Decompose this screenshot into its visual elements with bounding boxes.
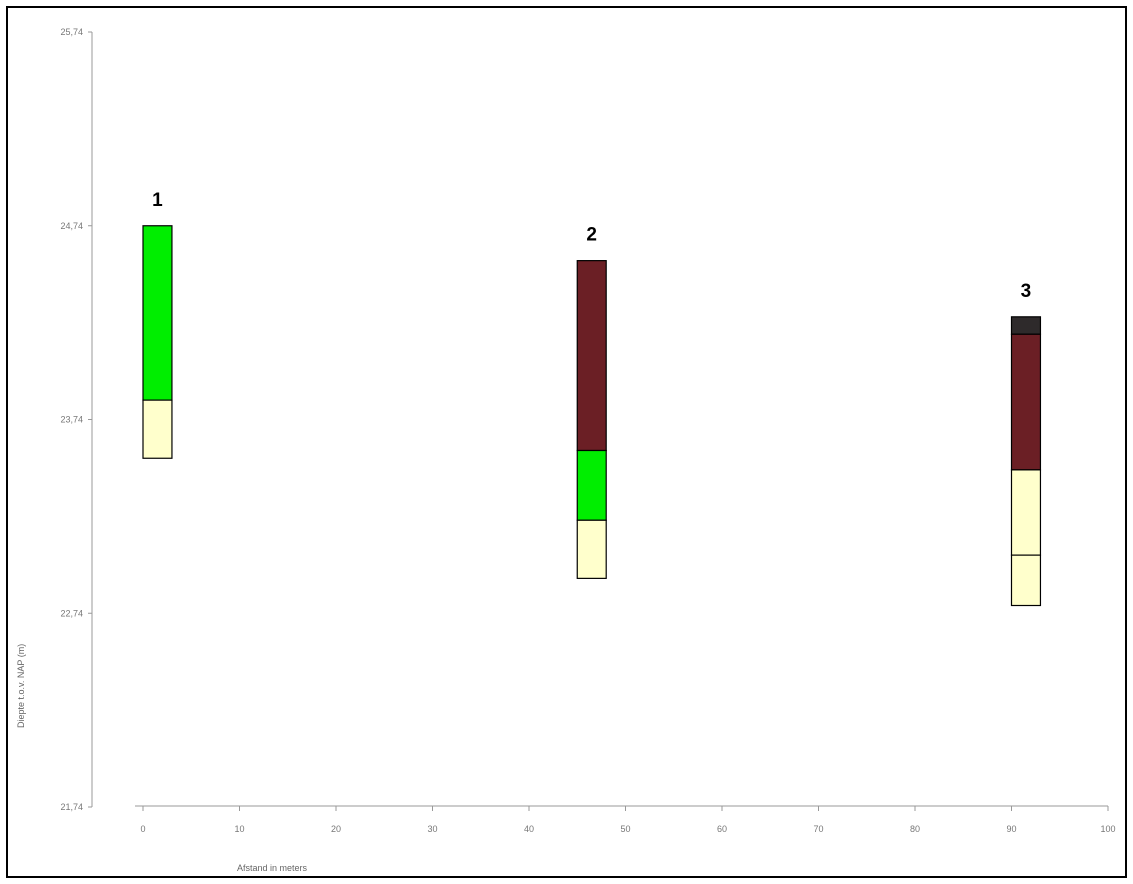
chart-frame bbox=[6, 6, 1127, 878]
x-axis-title: Afstand in meters bbox=[237, 863, 308, 873]
x-tick-label: 20 bbox=[331, 824, 341, 834]
borehole-label: 1 bbox=[152, 190, 163, 211]
borehole-3-layer-3 bbox=[1010, 469, 1042, 556]
y-tick-label: 23,74 bbox=[60, 415, 83, 425]
x-axis: 0 10 20 30 40 50 60 70 80 90 100 bbox=[135, 805, 1116, 834]
borehole-2-layer-3 bbox=[576, 519, 607, 579]
borehole-label: 2 bbox=[586, 225, 597, 246]
borehole-3-layer-4 bbox=[1010, 554, 1042, 607]
x-tick-label: 70 bbox=[813, 824, 823, 834]
x-tick-label: 0 bbox=[140, 824, 145, 834]
y-tick-label: 21,74 bbox=[60, 802, 83, 812]
y-axis-title: Diepte t.o.v. NAP (m) bbox=[16, 644, 26, 728]
x-tick-label: 30 bbox=[427, 824, 437, 834]
borehole-3-layer-1 bbox=[1010, 316, 1042, 335]
borehole-2: 2 bbox=[576, 225, 607, 579]
x-tick-label: 40 bbox=[524, 824, 534, 834]
borehole-1-layer-2 bbox=[142, 399, 173, 459]
x-tick-label: 60 bbox=[717, 824, 727, 834]
y-tick-label: 24,74 bbox=[60, 221, 83, 231]
x-tick-label: 10 bbox=[234, 824, 244, 834]
borehole-3: 3 bbox=[1010, 281, 1042, 607]
borehole-2-layer-1 bbox=[576, 260, 607, 452]
y-axis: 25,74 24,74 23,74 22,74 21,74 bbox=[60, 27, 93, 812]
x-tick-label: 90 bbox=[1006, 824, 1016, 834]
y-tick-label: 25,74 bbox=[60, 27, 83, 37]
x-tick-label: 80 bbox=[910, 824, 920, 834]
borehole-label: 3 bbox=[1021, 281, 1032, 302]
y-tick-label: 22,74 bbox=[60, 608, 83, 618]
x-tick-label: 50 bbox=[620, 824, 630, 834]
borehole-2-layer-2 bbox=[576, 449, 607, 521]
borehole-3-layer-2 bbox=[1010, 333, 1042, 471]
x-tick-label: 100 bbox=[1100, 824, 1115, 834]
borehole-1: 1 bbox=[142, 190, 173, 459]
borehole-columns: 1 2 3 bbox=[142, 190, 1042, 607]
borehole-1-layer-1 bbox=[142, 225, 173, 401]
